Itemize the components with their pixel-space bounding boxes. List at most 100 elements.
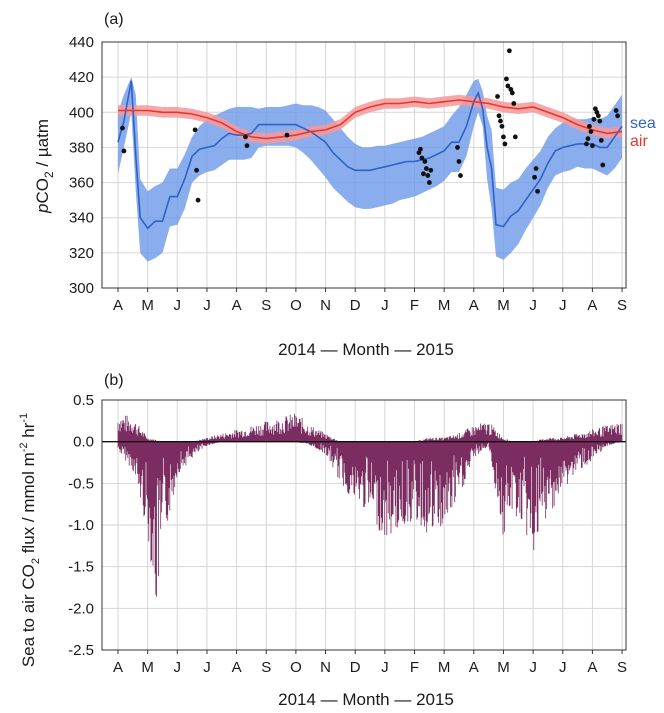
observation-point — [422, 159, 428, 164]
observation-point — [585, 136, 591, 142]
air-series-line — [118, 99, 623, 140]
y-tick-label: 0.5 — [73, 392, 94, 409]
observation-point — [504, 76, 509, 82]
chart-b-panel-label: (b) — [104, 372, 124, 389]
observation-point — [511, 101, 517, 106]
observation-point — [595, 113, 601, 119]
chart-b-flux — [117, 413, 623, 597]
observation-point — [615, 113, 621, 119]
chart-b-frame — [101, 399, 627, 651]
chart-b-y-ticks: 0.5 0.0 -0.5 -1.0 -1.5 -2.0 -2.5 — [68, 392, 94, 659]
x-tick-label: J — [529, 659, 537, 676]
x-tick-label: N — [320, 297, 331, 314]
x-tick-label: M — [438, 297, 451, 314]
observation-point — [535, 188, 540, 194]
observation-point — [194, 167, 199, 173]
chart-a-lines — [117, 80, 623, 230]
x-tick-label: S — [261, 659, 271, 676]
chart-a-y-ticks: 300 320 340 360 380 400 420 440 — [69, 34, 94, 297]
observation-point — [591, 116, 597, 122]
x-tick-label: J — [174, 659, 182, 676]
observation-point — [418, 146, 423, 152]
x-tick-label: M — [438, 659, 451, 676]
sea-series-line — [117, 80, 623, 230]
x-tick-label: J — [381, 659, 389, 676]
x-tick-label: D — [350, 297, 361, 314]
y-tick-label: -2.0 — [68, 600, 94, 617]
observation-point — [426, 180, 432, 185]
x-tick-label: J — [381, 297, 389, 314]
chart-a-points — [120, 48, 621, 203]
y-tick-label: 360 — [69, 175, 94, 192]
legend-sea: sea — [630, 115, 656, 132]
y-tick-label: 300 — [69, 280, 94, 297]
chart-b: 0.5 0.0 -0.5 -1.0 -1.5 -2.0 -2.5 A M J J A S O N D J F M A… — [18, 372, 627, 709]
y-tick-label: -1.5 — [68, 559, 94, 576]
observation-point — [192, 127, 198, 133]
x-tick-label: A — [232, 297, 242, 314]
x-tick-label: A — [232, 659, 242, 676]
x-tick-label: A — [587, 297, 597, 314]
observation-point — [496, 113, 502, 119]
x-tick-label: A — [587, 659, 597, 676]
x-tick-label: A — [113, 659, 123, 676]
y-tick-label: -2.5 — [68, 642, 94, 659]
observation-point — [458, 173, 463, 178]
x-tick-label: S — [617, 659, 627, 676]
observation-point — [590, 143, 595, 149]
observation-point — [419, 155, 425, 161]
x-tick-label: S — [261, 297, 271, 314]
observation-point — [456, 159, 462, 164]
observation-point — [600, 162, 606, 168]
observation-point — [501, 134, 506, 140]
observation-point — [425, 173, 431, 178]
chart-b-x-label: 2014 — Month — 2015 — [278, 690, 454, 709]
observation-point — [597, 118, 603, 124]
y-tick-label: 320 — [69, 245, 94, 262]
observation-point — [499, 123, 505, 129]
x-tick-label: M — [497, 297, 510, 314]
x-tick-label: A — [113, 297, 123, 314]
observation-point — [584, 141, 589, 147]
flux-series — [117, 413, 623, 597]
chart-a-panel-label: (a) — [104, 11, 124, 28]
observation-point — [244, 143, 250, 149]
observation-point — [532, 174, 537, 180]
observation-point — [512, 134, 518, 140]
observation-point — [428, 167, 434, 173]
x-tick-label: M — [141, 297, 154, 314]
observation-point — [506, 48, 512, 54]
x-tick-label: D — [350, 659, 361, 676]
y-tick-label: 420 — [69, 69, 94, 86]
y-tick-label: -0.5 — [68, 475, 94, 492]
y-tick-label: 340 — [69, 210, 94, 227]
observation-point — [120, 125, 125, 131]
x-tick-label: O — [290, 659, 302, 676]
x-tick-label: J — [203, 659, 211, 676]
chart-b-grid — [102, 399, 626, 651]
observation-point — [509, 90, 515, 96]
x-tick-label: F — [410, 659, 419, 676]
observation-point — [587, 123, 592, 129]
y-tick-label: 0.0 — [73, 434, 94, 451]
x-tick-label: A — [469, 297, 479, 314]
x-tick-label: J — [203, 297, 211, 314]
x-tick-label: A — [469, 659, 479, 676]
x-tick-label: S — [617, 297, 627, 314]
observation-point — [195, 197, 201, 203]
observation-point — [121, 148, 127, 154]
x-tick-label: O — [290, 297, 302, 314]
chart-a-bands — [118, 77, 622, 262]
chart-a-y-label: pCO2 / µatm — [33, 119, 56, 214]
observation-point — [455, 145, 460, 150]
x-tick-label: M — [497, 659, 510, 676]
observation-point — [502, 141, 508, 147]
observation-point — [588, 129, 594, 135]
observation-point — [243, 134, 248, 140]
y-tick-label: 380 — [69, 139, 94, 156]
x-tick-label: J — [559, 659, 567, 676]
x-tick-label: F — [410, 297, 419, 314]
